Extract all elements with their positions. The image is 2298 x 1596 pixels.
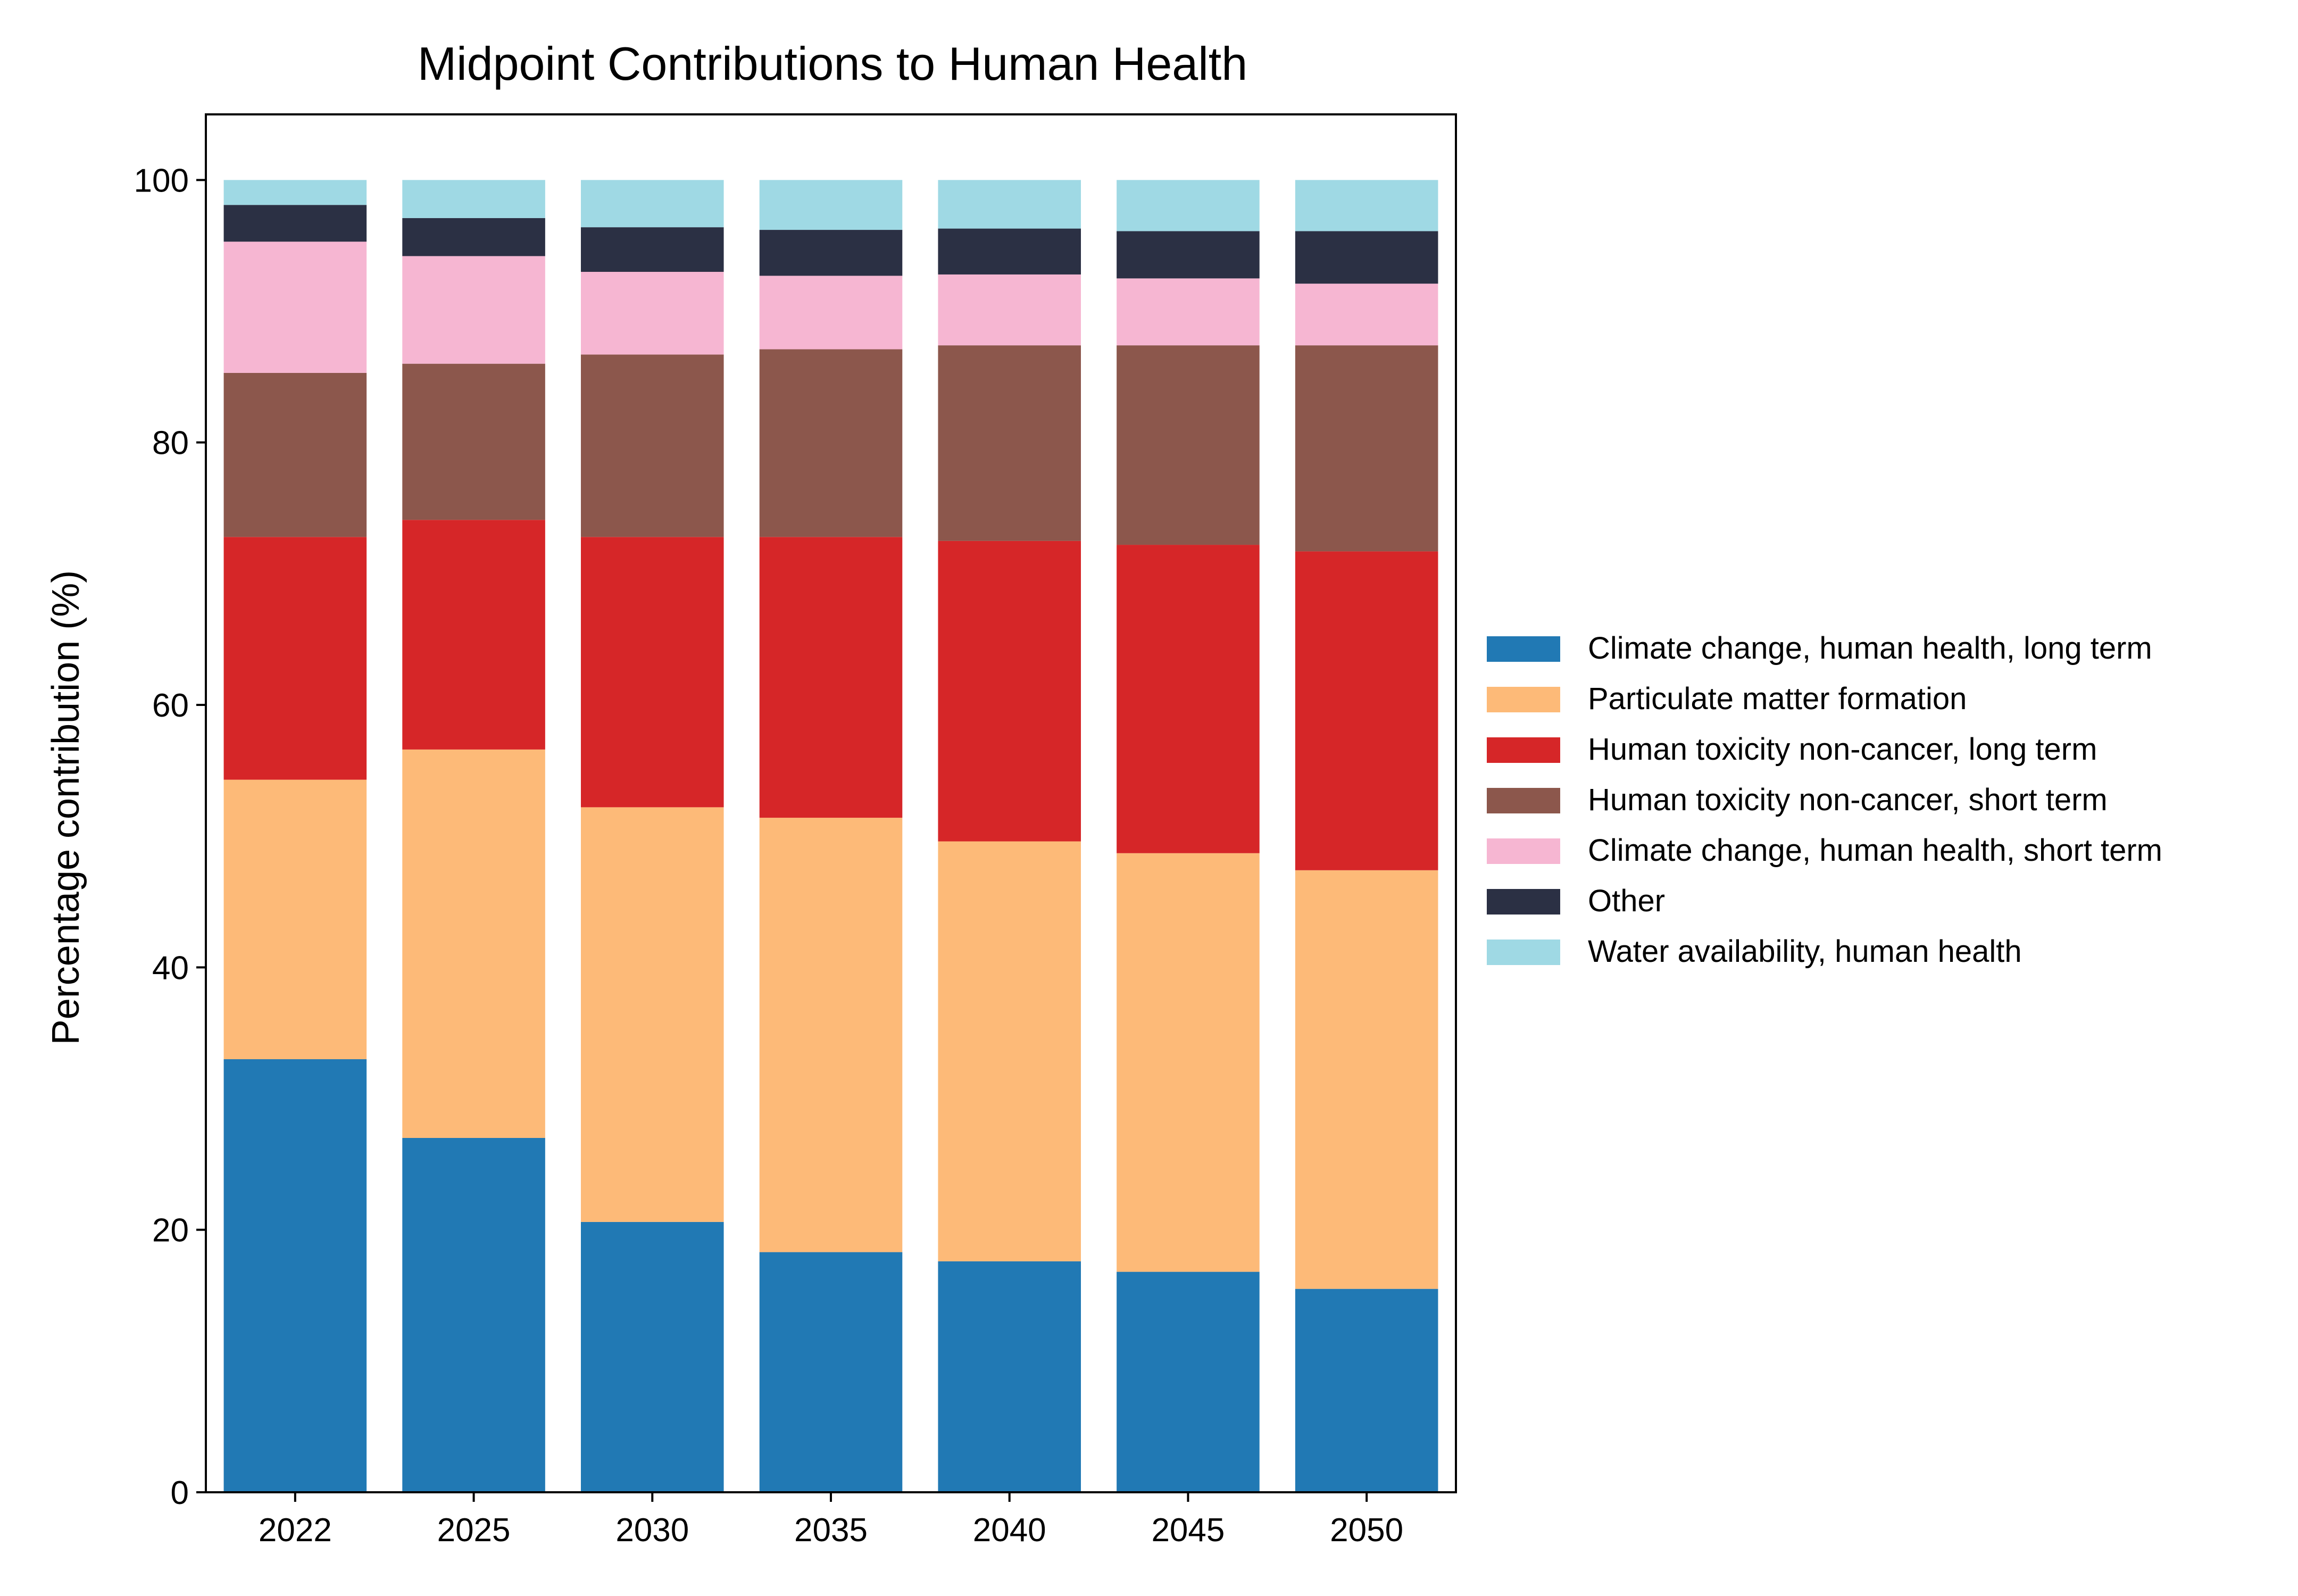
- bar-segment: [1295, 284, 1438, 346]
- x-tick-label: 2040: [973, 1512, 1046, 1549]
- x-tick-label: 2022: [259, 1512, 332, 1549]
- bar-segment: [759, 180, 903, 230]
- y-tick-label: 40: [152, 950, 189, 986]
- bar-segment: [1295, 551, 1438, 870]
- bar-segment: [402, 363, 545, 520]
- legend-label: Other: [1588, 884, 1665, 918]
- legend-swatch: [1487, 788, 1560, 813]
- legend-label: Climate change, human health, short term: [1588, 833, 2162, 868]
- bar-segment: [223, 180, 367, 205]
- bar-segment: [581, 180, 724, 228]
- y-axis: 0 20 40 60 80 100: [134, 162, 206, 1511]
- bar-segment: [1117, 180, 1260, 231]
- bar-segment: [1117, 278, 1260, 346]
- x-tick-label: 2030: [615, 1512, 689, 1549]
- bar-segment: [402, 256, 545, 364]
- legend-label: Particulate matter formation: [1588, 681, 1967, 716]
- bar-segment: [402, 1138, 545, 1492]
- legend-label: Water availability, human health: [1588, 934, 2022, 969]
- y-tick-label: 60: [152, 687, 189, 724]
- bar-segment: [938, 228, 1081, 275]
- legend: Climate change, human health, long term P…: [1487, 631, 2162, 969]
- bar-segment: [938, 841, 1081, 1261]
- plot-frame: [205, 113, 1457, 1493]
- bar-segment: [402, 749, 545, 1138]
- bar-segment: [938, 1261, 1081, 1492]
- bar-segment: [581, 227, 724, 272]
- bar-segment: [223, 1059, 367, 1492]
- y-axis-label: Percentage contribution (%): [45, 570, 87, 1045]
- bar-segment: [759, 230, 903, 276]
- bar-segment: [759, 537, 903, 818]
- legend-swatch: [1487, 889, 1560, 915]
- bar-segment: [402, 520, 545, 750]
- bar-segment: [223, 372, 367, 537]
- bar-segment: [581, 537, 724, 808]
- bar-segment: [1117, 345, 1260, 545]
- y-tick-label: 80: [152, 425, 189, 462]
- y-tick-label: 20: [152, 1212, 189, 1249]
- bar-segment: [581, 1221, 724, 1492]
- bar-segment: [938, 274, 1081, 346]
- legend-label: Climate change, human health, long term: [1588, 631, 2152, 666]
- bar-segment: [1117, 231, 1260, 279]
- x-tick-label: 2025: [437, 1512, 511, 1549]
- bar-segment: [1117, 1271, 1260, 1492]
- bar-segment: [402, 218, 545, 256]
- legend-swatch: [1487, 636, 1560, 662]
- legend-swatch: [1487, 687, 1560, 712]
- bar-segment: [581, 807, 724, 1222]
- legend-label: Human toxicity non-cancer, short term: [1588, 783, 2108, 817]
- legend-label: Human toxicity non-cancer, long term: [1588, 732, 2097, 767]
- bar-segment: [581, 272, 724, 355]
- bar-segment: [402, 180, 545, 218]
- y-tick-label: 0: [171, 1475, 189, 1511]
- bar-segment: [938, 541, 1081, 842]
- bar-segment: [581, 354, 724, 537]
- bar-segment: [938, 345, 1081, 541]
- bar-segment: [1117, 545, 1260, 853]
- x-tick-label: 2050: [1330, 1512, 1403, 1549]
- bar-segment: [759, 818, 903, 1252]
- legend-swatch: [1487, 838, 1560, 864]
- bar-segment: [759, 1252, 903, 1492]
- bar-segment: [223, 537, 367, 780]
- bar-segment: [759, 276, 903, 350]
- x-axis: 2022 2025 2030 2035 2040 2045 2050: [259, 1492, 1403, 1549]
- x-tick-label: 2045: [1151, 1512, 1225, 1549]
- x-tick-label: 2035: [794, 1512, 868, 1549]
- bar-segment: [1295, 345, 1438, 552]
- bar-segment: [1295, 231, 1438, 284]
- bar-segment: [1295, 180, 1438, 231]
- bar-segment: [1117, 853, 1260, 1272]
- legend-swatch: [1487, 737, 1560, 763]
- bar-segment: [759, 349, 903, 537]
- bar-segment: [223, 242, 367, 373]
- bar-segment: [223, 779, 367, 1059]
- legend-swatch: [1487, 940, 1560, 965]
- bars-group: [223, 180, 1438, 1492]
- bar-segment: [1295, 870, 1438, 1289]
- chart-title: Midpoint Contributions to Human Health: [418, 37, 1247, 90]
- bar-segment: [223, 205, 367, 242]
- bar-segment: [1295, 1289, 1438, 1492]
- bar-segment: [938, 180, 1081, 229]
- y-tick-label: 100: [134, 162, 189, 199]
